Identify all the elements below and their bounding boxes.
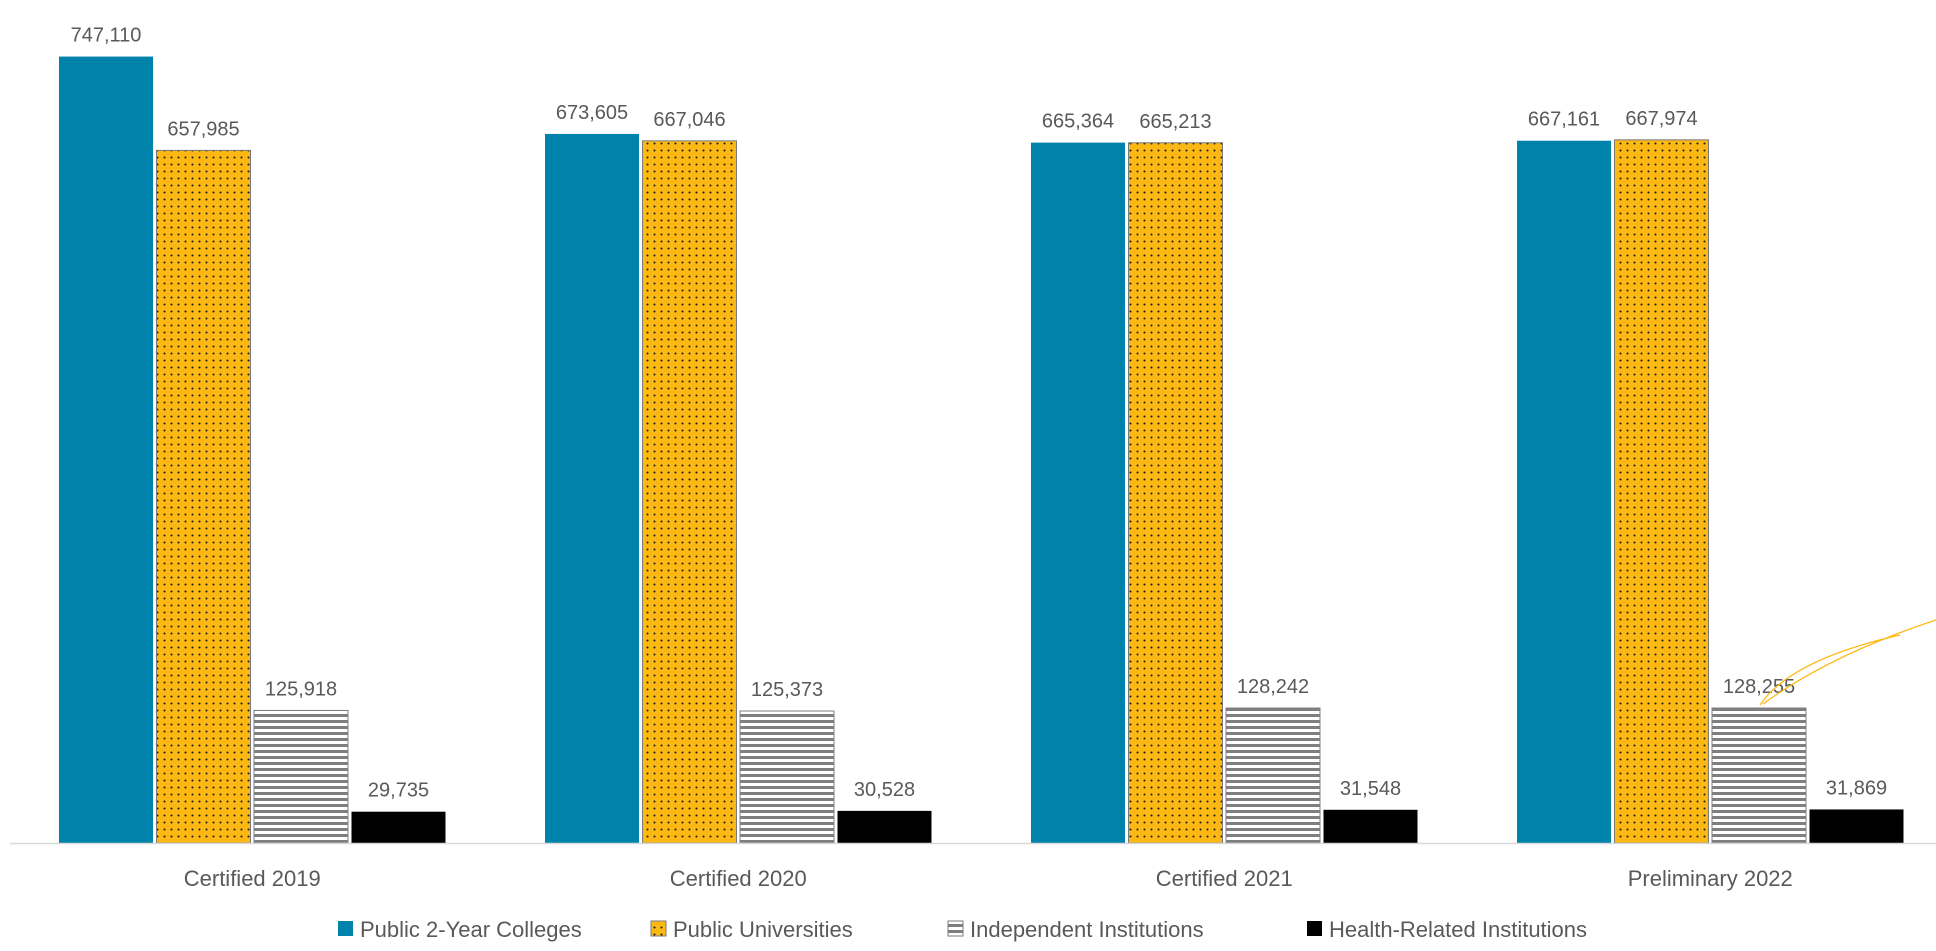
bar-independent-institutions-certified-2020 — [739, 710, 835, 844]
data-label-independent-institutions-certified-2019: 125,918 — [265, 678, 337, 700]
data-label-independent-institutions-preliminary-2022: 128,255 — [1723, 676, 1795, 698]
bar-public-universities-certified-2021 — [1128, 142, 1223, 844]
bar-public-universities-certified-2019 — [156, 149, 251, 844]
bar-public-universities-preliminary-2022 — [1614, 139, 1709, 844]
legend: Public 2-Year Colleges Public Universitie… — [338, 917, 1587, 942]
legend-swatch-independent-institutions — [947, 920, 964, 937]
bar-independent-institutions-certified-2019 — [253, 709, 349, 844]
data-label-public-universities-certified-2019: 657,985 — [167, 118, 239, 140]
data-label-health-related-institutions-certified-2021: 31,548 — [1340, 778, 1401, 800]
data-label-health-related-institutions-certified-2019: 29,735 — [368, 780, 429, 802]
data-label-independent-institutions-certified-2020: 125,373 — [751, 679, 823, 701]
x-tick-label-certified-2019: Certified 2019 — [184, 866, 321, 891]
legend-label-public-2-year-colleges: Public 2-Year Colleges — [360, 917, 582, 942]
bar-health-related-institutions-certified-2019 — [351, 811, 446, 843]
decorative-curve — [1759, 634, 1901, 706]
bar-public-universities-certified-2020 — [642, 140, 737, 844]
bar-health-related-institutions-certified-2021 — [1323, 809, 1418, 843]
bars-layer — [59, 56, 1904, 844]
x-tick-labels: Certified 2019 Certified 2020 Certified 20… — [184, 866, 1793, 891]
legend-swatch-public-2-year-colleges — [338, 921, 353, 936]
data-label-independent-institutions-certified-2021: 128,242 — [1237, 676, 1309, 698]
bar-health-related-institutions-preliminary-2022 — [1809, 809, 1904, 843]
legend-swatch-public-universities — [650, 920, 667, 937]
legend-label-public-universities: Public Universities — [673, 917, 853, 942]
data-label-health-related-institutions-preliminary-2022: 31,869 — [1826, 777, 1887, 799]
data-label-public-universities-certified-2021: 665,213 — [1139, 111, 1211, 133]
x-tick-label-preliminary-2022: Preliminary 2022 — [1628, 866, 1793, 891]
bar-public-2-year-colleges-certified-2021 — [1031, 142, 1125, 844]
bar-independent-institutions-certified-2021 — [1225, 707, 1321, 844]
bar-public-2-year-colleges-certified-2019 — [59, 56, 153, 843]
legend-swatch-health-related-institutions — [1307, 921, 1322, 936]
x-tick-label-certified-2021: Certified 2021 — [1156, 866, 1293, 891]
legend-label-health-related-institutions: Health-Related Institutions — [1329, 917, 1587, 942]
data-label-public-universities-certified-2020: 667,046 — [653, 109, 725, 131]
x-tick-label-certified-2020: Certified 2020 — [670, 866, 807, 891]
data-label-public-universities-preliminary-2022: 667,974 — [1625, 108, 1697, 130]
legend-label-independent-institutions: Independent Institutions — [970, 917, 1204, 942]
data-label-health-related-institutions-certified-2020: 30,528 — [854, 779, 915, 801]
data-label-public-2-year-colleges-certified-2021: 665,364 — [1042, 111, 1114, 133]
bar-health-related-institutions-certified-2020 — [837, 810, 932, 843]
bar-public-2-year-colleges-certified-2020 — [545, 133, 639, 843]
data-label-public-2-year-colleges-certified-2019: 747,110 — [71, 25, 142, 47]
data-label-public-2-year-colleges-preliminary-2022: 667,161 — [1528, 109, 1600, 131]
data-label-public-2-year-colleges-certified-2020: 673,605 — [556, 102, 628, 124]
decorative-curve-upper — [1762, 619, 1936, 705]
bar-public-2-year-colleges-preliminary-2022 — [1517, 140, 1611, 843]
bar-independent-institutions-preliminary-2022 — [1711, 707, 1807, 844]
data-labels-layer: 747,110 657,985 125,918 29,735 673,605 667,04… — [71, 25, 1887, 802]
